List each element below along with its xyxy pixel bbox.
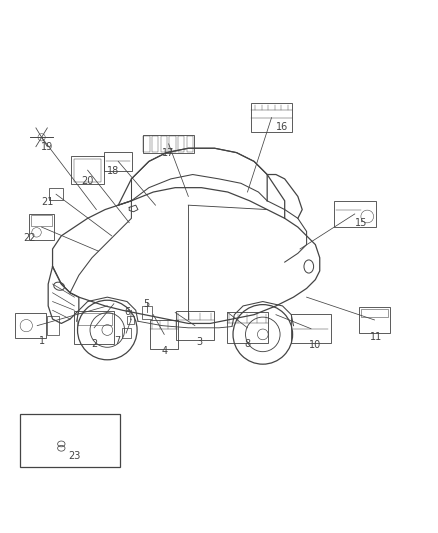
Bar [20, 414, 120, 467]
Bar [31, 215, 52, 226]
Bar [170, 136, 176, 152]
Bar [49, 188, 63, 200]
Text: 3: 3 [196, 337, 202, 347]
Text: 4: 4 [161, 345, 167, 356]
Text: 16: 16 [276, 122, 289, 132]
Bar [143, 135, 194, 153]
Text: 5: 5 [144, 298, 150, 309]
Bar [143, 136, 149, 152]
Bar [161, 136, 167, 152]
Bar [71, 156, 104, 184]
Bar [104, 152, 132, 171]
Text: 22: 22 [24, 233, 36, 243]
Text: 6: 6 [124, 308, 130, 318]
Text: 2: 2 [91, 340, 97, 350]
Bar [142, 306, 152, 319]
Text: 11: 11 [370, 332, 382, 342]
Bar [152, 136, 158, 152]
Bar [227, 312, 268, 343]
Text: 15: 15 [355, 217, 367, 228]
Text: 20: 20 [81, 176, 94, 186]
Text: 21: 21 [41, 197, 53, 207]
Bar [74, 159, 101, 182]
Bar [150, 320, 179, 349]
Text: 1: 1 [39, 336, 45, 346]
Bar [334, 201, 376, 227]
Bar [127, 316, 134, 324]
Bar [187, 136, 193, 152]
Bar [122, 328, 131, 338]
Bar [176, 311, 214, 340]
Text: 10: 10 [309, 341, 321, 350]
Bar [29, 214, 54, 240]
Bar [74, 311, 114, 344]
Bar [359, 307, 390, 333]
Bar [47, 317, 59, 335]
Text: 17: 17 [162, 149, 175, 158]
Text: 19: 19 [41, 142, 53, 152]
Text: 7: 7 [114, 336, 120, 346]
Text: 18: 18 [107, 166, 119, 176]
Bar [291, 314, 331, 343]
Bar [178, 136, 184, 152]
Bar [15, 313, 46, 338]
Text: 8: 8 [244, 340, 251, 350]
Bar [77, 313, 112, 325]
Bar [251, 103, 293, 132]
Bar [361, 309, 388, 317]
Text: 23: 23 [68, 451, 81, 461]
